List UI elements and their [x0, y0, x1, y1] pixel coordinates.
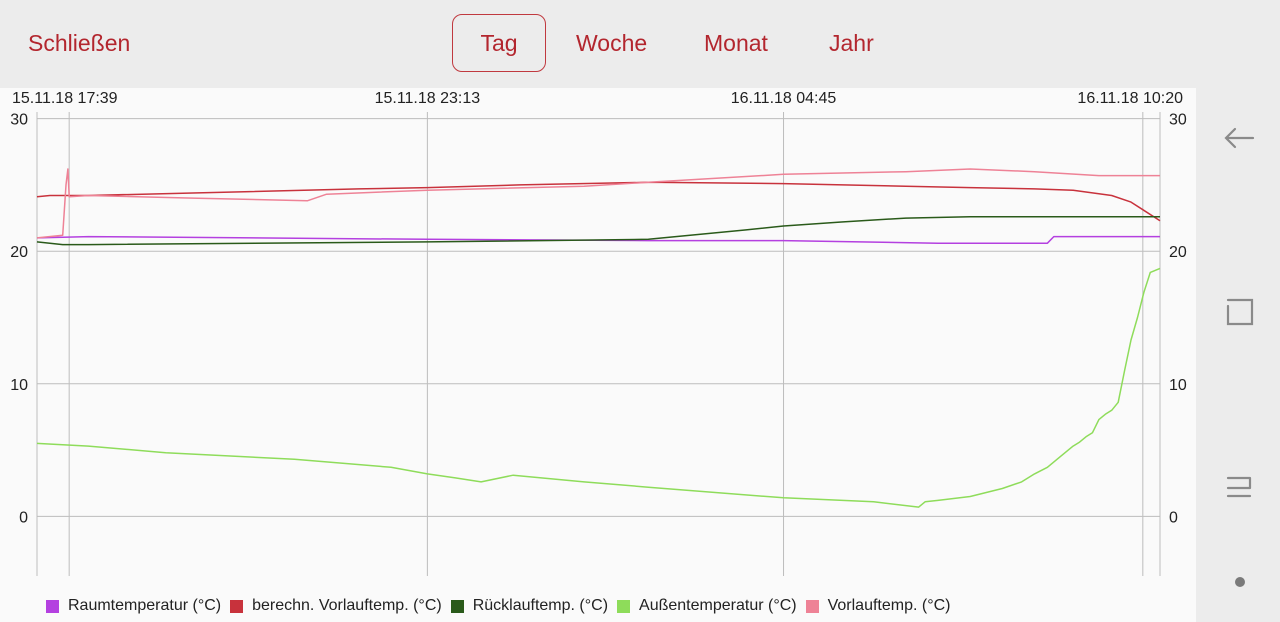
x-tick-label: 15.11.18 17:39 — [12, 90, 118, 107]
y-tick-label-left: 30 — [10, 112, 28, 129]
x-tick-label: 16.11.18 10:20 — [1077, 90, 1183, 107]
x-tick-label: 16.11.18 04:45 — [731, 90, 837, 107]
legend-swatch — [230, 599, 244, 613]
legend-swatch — [450, 599, 464, 613]
legend-label: Außentemperatur (°C) — [639, 597, 797, 614]
back-icon[interactable] — [1219, 118, 1259, 158]
legend-item-vorlauftemp: Vorlauftemp. (°C) — [805, 597, 951, 615]
system-navigation-bar — [1196, 0, 1280, 622]
top-toolbar: Schließen Tag Woche Monat Jahr — [0, 0, 1196, 88]
legend-item-ruecklauftemp: Rücklauftemp. (°C) — [450, 597, 609, 615]
tab-year[interactable]: Jahr — [829, 30, 874, 56]
dot-indicator-icon — [1235, 577, 1245, 587]
y-tick-label-right: 10 — [1169, 377, 1187, 394]
series-line-4 — [36, 168, 1160, 239]
legend-swatch — [617, 599, 631, 613]
legend-label: berechn. Vorlauftemp. (°C) — [252, 597, 442, 614]
tab-day[interactable]: Tag — [452, 14, 546, 72]
y-tick-label-left: 0 — [19, 509, 28, 526]
tab-week[interactable]: Woche — [576, 30, 648, 56]
y-tick-label-right: 20 — [1169, 244, 1187, 261]
series-line-1 — [36, 181, 1161, 222]
y-tick-label-right: 30 — [1169, 112, 1187, 129]
x-tick-label: 15.11.18 23:13 — [375, 90, 481, 107]
y-tick-label-left: 20 — [10, 244, 28, 261]
legend-item-raumtemperatur: Raumtemperatur (°C) — [46, 597, 221, 615]
legend-label: Raumtemperatur (°C) — [68, 597, 222, 614]
close-button[interactable]: Schließen — [28, 30, 131, 56]
tab-month[interactable]: Monat — [704, 30, 768, 56]
series-line-0 — [36, 235, 1160, 244]
legend-label: Rücklauftemp. (°C) — [472, 597, 609, 614]
legend-label: Vorlauftemp. (°C) — [827, 597, 951, 614]
legend-swatch — [805, 599, 819, 613]
series-line-2 — [36, 215, 1160, 246]
y-tick-label-right: 0 — [1169, 509, 1178, 526]
recents-icon[interactable] — [1220, 292, 1260, 332]
series-line-3 — [36, 267, 1161, 508]
y-tick-label-left: 10 — [10, 377, 28, 394]
home-icon[interactable] — [1220, 466, 1260, 506]
legend-swatch — [46, 599, 59, 613]
temperature-chart: 0 0 10 10 20 20 30 30 15.11.18 17:39 15.11.18 23:… — [10, 90, 1187, 576]
legend-item-berechn-vorlauftemp: berechn. Vorlauftemp. (°C) — [230, 597, 442, 615]
chart-area: 0 0 10 10 20 20 30 30 15.11.18 17:39 15.11.18 23:… — [0, 88, 1196, 622]
chart-legend: Raumtemperatur (°C) berechn. Vorlauftemp… — [46, 596, 959, 616]
legend-item-aussentemperatur: Außentemperatur (°C) — [617, 597, 797, 615]
